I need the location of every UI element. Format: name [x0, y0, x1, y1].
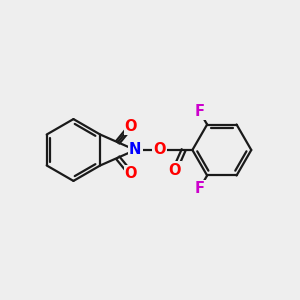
- Text: O: O: [169, 163, 181, 178]
- Text: O: O: [153, 142, 166, 158]
- Text: N: N: [129, 142, 142, 158]
- Text: O: O: [125, 118, 137, 134]
- Text: F: F: [194, 104, 205, 119]
- Text: O: O: [125, 167, 137, 182]
- Text: F: F: [194, 181, 205, 196]
